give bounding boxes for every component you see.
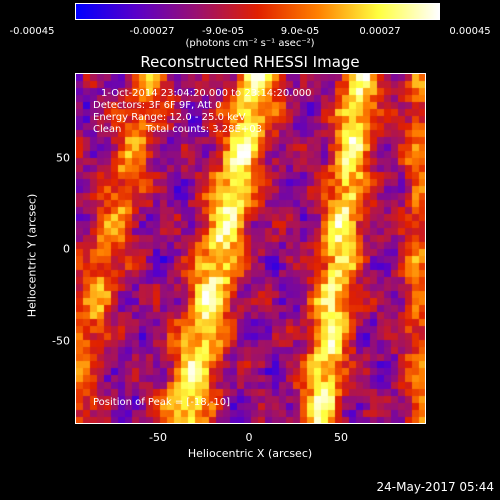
annotation-clean-label: Clean [93,124,122,135]
x-axis-label: Heliocentric X (arcsec) [187,447,313,460]
colorbar-tick: 9.0e-05 [280,26,320,37]
colorbar-tick: -0.00027 [129,26,175,37]
colorbar-units: (photons cm⁻² s⁻¹ asec⁻²) [185,38,315,49]
y-axis-label: Heliocentric Y (arcsec) [25,193,39,318]
rhessi-map [76,74,425,423]
y-tick: 0 [63,242,70,256]
x-tick: 50 [334,431,348,444]
colorbar-tick: 0.00045 [449,26,491,37]
annotation-clean: Clean Total counts: 3.28E+03 [93,124,312,136]
colorbar-tick: -0.00045 [9,26,55,37]
colorbar-tick: -9.0e-05 [202,26,244,37]
annotation-time: 1-Oct-2014 23:04:20.000 to 23:14:20.000 [101,88,312,99]
colorbar [75,3,440,20]
peak-position: Position of Peak = [-18,-10] [93,397,231,408]
annotation-energy: Energy Range: 12.0 - 25.0 keV [93,112,246,123]
y-tick: 50 [56,151,70,165]
image-frame [75,73,426,424]
x-tick: -50 [149,431,167,444]
x-tick: 0 [245,431,253,444]
y-tick: -50 [52,334,70,348]
colorbar-tick: 0.00027 [359,26,401,37]
timestamp: 24-May-2017 05:44 [376,480,494,494]
image-title: Reconstructed RHESSI Image [140,53,360,71]
annotation-detectors: Detectors: 3F 6F 9F, Att 0 [93,100,222,111]
annotation-block: 1-Oct-2014 23:04:20.000 to 23:14:20.000 … [93,88,312,136]
annotation-counts: Total counts: 3.28E+03 [145,124,262,135]
